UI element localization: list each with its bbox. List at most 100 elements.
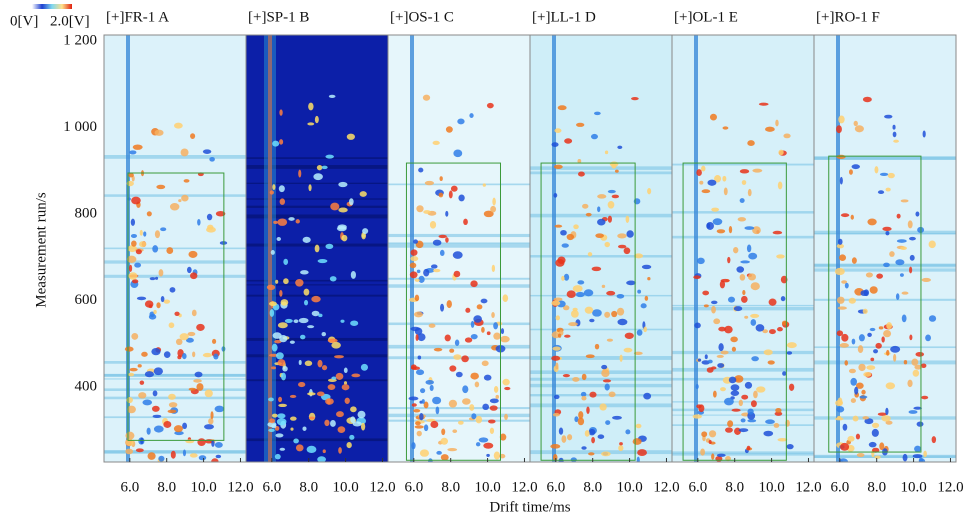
- spot: [730, 384, 740, 391]
- spot: [837, 238, 843, 245]
- spot: [634, 253, 644, 259]
- panel: [246, 35, 388, 462]
- stripe: [530, 166, 672, 170]
- spot: [424, 180, 435, 186]
- spot: [765, 419, 775, 425]
- spot: [135, 249, 142, 255]
- spot: [711, 207, 720, 212]
- spot: [486, 331, 491, 336]
- spot: [469, 113, 474, 119]
- spot: [716, 453, 726, 457]
- stripe: [814, 346, 956, 349]
- spot: [857, 345, 864, 354]
- stripe: [388, 344, 530, 348]
- x-tick-label: 10.0: [190, 479, 216, 495]
- spot: [482, 403, 490, 411]
- spot: [892, 131, 897, 138]
- spot: [554, 128, 562, 134]
- spot: [411, 442, 416, 450]
- stripe: [672, 304, 814, 307]
- spot: [325, 243, 334, 250]
- spot: [300, 270, 309, 275]
- spot: [780, 275, 788, 284]
- spot: [747, 188, 752, 197]
- spot: [750, 319, 757, 326]
- spot: [156, 302, 161, 309]
- spot: [303, 288, 310, 296]
- spot: [741, 180, 747, 185]
- spot: [868, 441, 877, 448]
- spot: [476, 304, 483, 310]
- spot: [707, 179, 717, 186]
- spot: [573, 224, 579, 230]
- spot: [295, 444, 304, 452]
- stripe: [104, 361, 246, 364]
- stripe: [530, 370, 672, 375]
- spot: [581, 373, 587, 381]
- spot: [586, 406, 590, 414]
- spot: [606, 338, 613, 342]
- stripe: [388, 322, 530, 326]
- spot: [489, 405, 498, 411]
- spot: [139, 229, 143, 236]
- spot: [694, 322, 701, 329]
- spot: [277, 413, 286, 419]
- spot: [840, 213, 850, 218]
- spot: [553, 193, 558, 198]
- spot: [414, 311, 423, 318]
- spot: [618, 244, 627, 249]
- spot: [895, 259, 905, 266]
- spot: [362, 228, 369, 234]
- spot: [435, 406, 440, 415]
- spot: [863, 289, 870, 297]
- spot: [493, 332, 501, 340]
- spot: [163, 351, 171, 358]
- spot: [422, 94, 431, 101]
- spot: [298, 169, 302, 178]
- spot: [566, 233, 575, 241]
- spot: [360, 422, 366, 431]
- spot: [307, 392, 316, 396]
- spot: [448, 190, 453, 199]
- spot: [921, 277, 931, 283]
- spot: [738, 428, 749, 433]
- spot: [314, 244, 320, 253]
- spot: [432, 396, 442, 405]
- stripe: [246, 198, 388, 200]
- spot: [701, 165, 706, 172]
- spot: [720, 350, 729, 355]
- spot: [583, 289, 594, 297]
- spot: [879, 172, 889, 176]
- spot: [623, 247, 631, 255]
- spot: [337, 426, 346, 433]
- spot: [722, 175, 727, 182]
- spot: [581, 446, 587, 450]
- spot: [423, 210, 431, 214]
- spot: [271, 413, 278, 418]
- spot: [341, 234, 348, 242]
- spot: [125, 431, 135, 440]
- y-tick-label: 1 000: [63, 119, 97, 135]
- spot: [214, 405, 225, 413]
- x-tick-label: 6.0: [830, 479, 849, 495]
- spot: [132, 144, 143, 150]
- x-tick-label: 8.0: [867, 479, 886, 495]
- spot: [551, 355, 561, 361]
- spot: [415, 369, 425, 376]
- spot: [204, 389, 213, 398]
- spot: [331, 376, 337, 380]
- spot: [553, 297, 563, 301]
- stripe: [814, 455, 956, 458]
- spot: [289, 394, 297, 398]
- spot: [330, 202, 340, 211]
- spot: [747, 408, 754, 415]
- spot: [882, 226, 892, 232]
- spot: [644, 295, 649, 301]
- spot: [855, 382, 864, 389]
- spot: [758, 102, 769, 106]
- spot: [728, 376, 737, 384]
- spot: [699, 180, 704, 185]
- spot: [863, 372, 872, 377]
- spot: [302, 426, 307, 431]
